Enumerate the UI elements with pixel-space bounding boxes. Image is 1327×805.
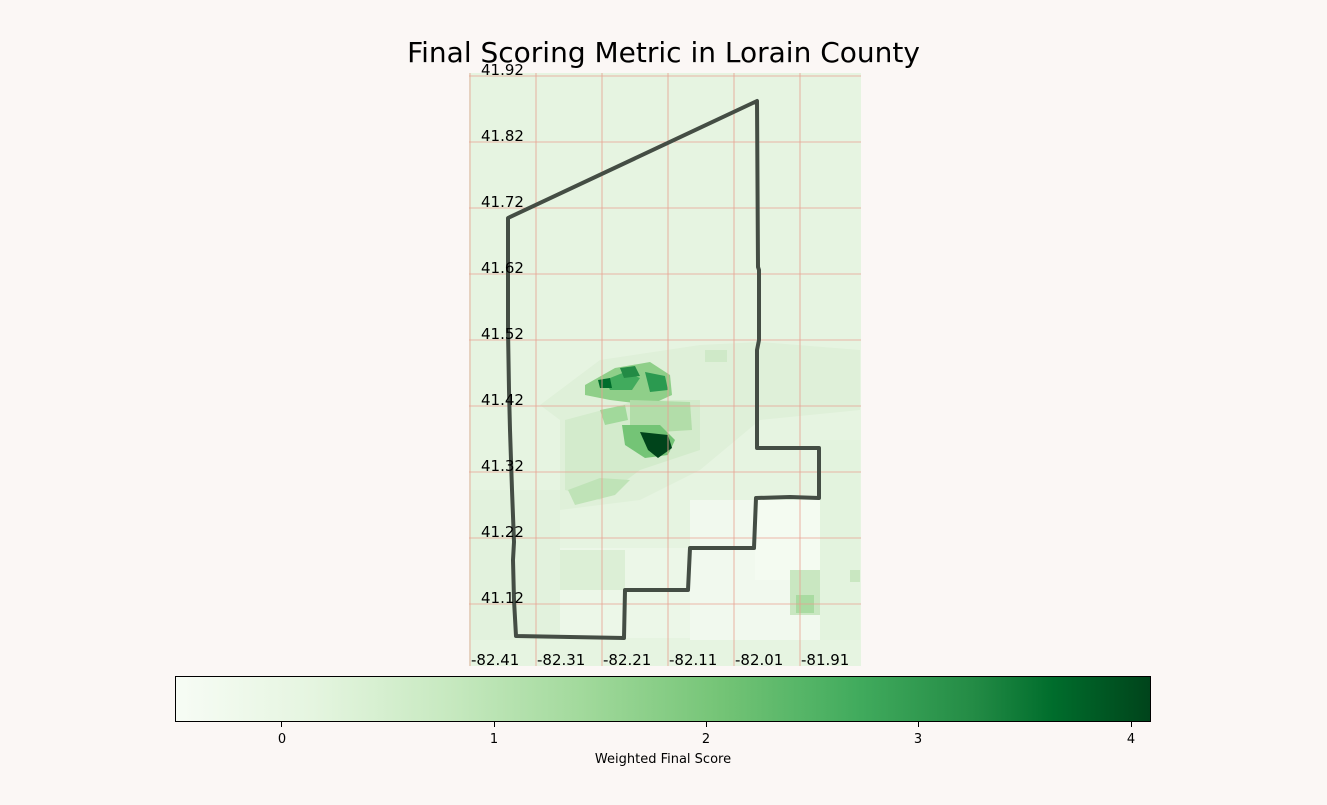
colorbar-tick bbox=[494, 722, 495, 727]
colorbar-tick-label: 3 bbox=[914, 732, 922, 747]
lon-tick-label: -82.01 bbox=[735, 653, 783, 668]
lat-tick-label: 41.72 bbox=[481, 195, 524, 210]
lat-tick-label: 41.12 bbox=[481, 591, 524, 606]
lon-tick-label: -82.41 bbox=[471, 653, 519, 668]
colorbar-label: Weighted Final Score bbox=[175, 752, 1151, 767]
lat-tick-label: 41.82 bbox=[481, 129, 524, 144]
lon-tick-label: -82.11 bbox=[669, 653, 717, 668]
census-tract bbox=[755, 500, 820, 580]
lat-tick-label: 41.32 bbox=[481, 459, 524, 474]
census-tract bbox=[560, 550, 625, 590]
lon-tick-label: -82.31 bbox=[537, 653, 585, 668]
colorbar-tick bbox=[281, 722, 282, 727]
colorbar-tick-label: 2 bbox=[702, 732, 710, 747]
census-tract bbox=[820, 440, 860, 640]
census-tract bbox=[705, 350, 727, 362]
lat-tick-label: 41.42 bbox=[481, 393, 524, 408]
colorbar-tick bbox=[706, 722, 707, 727]
lat-tick-label: 41.22 bbox=[481, 525, 524, 540]
colorbar-tick-label: 0 bbox=[278, 732, 286, 747]
colorbar-tick-label: 4 bbox=[1127, 732, 1135, 747]
lat-tick-label: 41.52 bbox=[481, 327, 524, 342]
colorbar bbox=[175, 676, 1151, 722]
colorbar-tick bbox=[1131, 722, 1132, 727]
lat-tick-label: 41.62 bbox=[481, 261, 524, 276]
colorbar-tick-label: 1 bbox=[490, 732, 498, 747]
colorbar-tick bbox=[918, 722, 919, 727]
lat-tick-label: 41.92 bbox=[481, 63, 524, 78]
lon-tick-label: -82.21 bbox=[603, 653, 651, 668]
census-tract bbox=[850, 570, 860, 582]
lon-tick-label: -81.91 bbox=[801, 653, 849, 668]
